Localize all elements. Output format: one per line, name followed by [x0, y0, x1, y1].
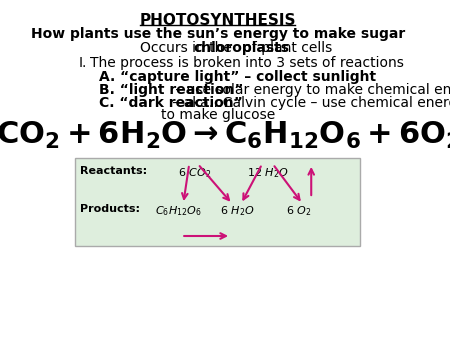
- Text: Reactants:: Reactants:: [81, 166, 148, 176]
- Text: The process is broken into 3 sets of reactions: The process is broken into 3 sets of rea…: [90, 56, 404, 70]
- Text: $\mathbf{6CO_2 + 6H_2O \rightarrow C_6H_{12}O_6 + 6O_2}$: $\mathbf{6CO_2 + 6H_2O \rightarrow C_6H_…: [0, 120, 450, 151]
- Text: C. “dark reaction”: C. “dark reaction”: [99, 96, 243, 110]
- Text: of plant cells: of plant cells: [238, 41, 332, 55]
- Text: B. “light reaction”: B. “light reaction”: [99, 83, 243, 97]
- Text: Products:: Products:: [81, 204, 140, 214]
- Text: I.: I.: [78, 56, 87, 70]
- Text: chloroplasts: chloroplasts: [193, 41, 289, 55]
- Text: $C_6H_{12}O_6$: $C_6H_{12}O_6$: [155, 204, 201, 218]
- Text: – use solar energy to make chemical energy: – use solar energy to make chemical ener…: [171, 83, 450, 97]
- Text: $12\ H_2O$: $12\ H_2O$: [247, 166, 288, 180]
- Text: Occurs in the: Occurs in the: [140, 41, 236, 55]
- Text: How plants use the sun’s energy to make sugar: How plants use the sun’s energy to make …: [31, 27, 405, 41]
- FancyBboxPatch shape: [75, 158, 360, 246]
- Text: $6\ CO_2$: $6\ CO_2$: [178, 166, 211, 180]
- Text: $6\ O_2$: $6\ O_2$: [287, 204, 312, 218]
- Text: PHOTOSYNTHESIS: PHOTOSYNTHESIS: [140, 13, 296, 28]
- Text: $6\ H_2O$: $6\ H_2O$: [220, 204, 255, 218]
- Text: – aka…Calvin cycle – use chemical energy: – aka…Calvin cycle – use chemical energy: [168, 96, 450, 110]
- Text: A. “capture light” – collect sunlight: A. “capture light” – collect sunlight: [99, 70, 376, 84]
- Text: to make glucose: to make glucose: [161, 108, 275, 122]
